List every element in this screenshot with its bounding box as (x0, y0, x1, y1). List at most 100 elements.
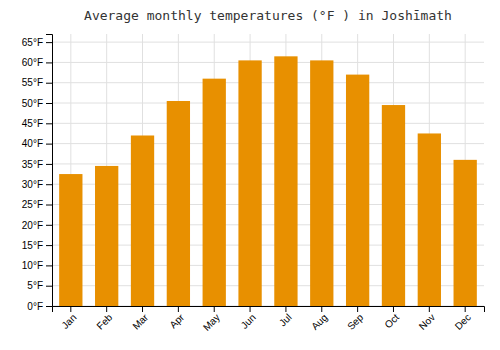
x-tick: Jun (239, 306, 258, 331)
y-tick: 0°F (27, 301, 52, 312)
grid-line-y (52, 103, 484, 104)
y-tick-label: 5°F (27, 280, 43, 291)
grid-line-y (52, 62, 484, 63)
bars (59, 56, 477, 306)
y-tick-mark (46, 144, 52, 145)
bar (59, 174, 82, 306)
bar (382, 105, 405, 306)
y-tick-label: 50°F (22, 98, 43, 109)
y-tick-mark (46, 245, 52, 246)
x-tick-mark (178, 306, 179, 312)
y-tick: 40°F (22, 138, 52, 149)
x-axis-line (53, 307, 485, 313)
x-tick: Dec (453, 306, 473, 332)
y-tick-label: 30°F (22, 179, 43, 190)
y-tick-label: 20°F (22, 220, 43, 231)
x-tick: Jul (277, 306, 294, 328)
x-tick-label: Mar (130, 311, 150, 331)
y-tick-mark (46, 42, 52, 43)
y-axis: 0°F 5°F 10°F 15°F 20°F 25°F 30°F 35°F 40°F 45°F 50… (22, 35, 53, 312)
x-tick-label: May (201, 312, 222, 333)
y-tick: 30°F (22, 179, 52, 190)
x-tick-mark (106, 306, 107, 312)
bar (418, 133, 441, 306)
x-tick: Nov (417, 306, 437, 332)
y-tick-label: 25°F (22, 199, 43, 210)
y-tick-label: 60°F (22, 57, 43, 68)
x-tick-label: Nov (417, 312, 437, 332)
y-axis-line (46, 35, 53, 307)
bar (203, 79, 226, 306)
y-tick: 45°F (22, 118, 52, 129)
y-tick-label: 15°F (22, 240, 43, 251)
bar (454, 160, 477, 306)
title: Average monthly temperatures (°F ) in Jo… (84, 8, 452, 23)
bar (274, 56, 297, 306)
x-tick-label: Jul (277, 312, 294, 329)
bar (346, 75, 369, 306)
y-tick-mark (46, 103, 52, 104)
y-tick-label: 45°F (22, 118, 43, 129)
x-tick: Feb (94, 306, 114, 332)
x-tick-mark (429, 306, 430, 312)
y-tick: 60°F (22, 57, 52, 68)
y-tick-mark (46, 184, 52, 185)
x-tick: Jan (59, 306, 78, 331)
x-tick-label: Oct (382, 312, 401, 331)
x-tick: May (201, 306, 222, 333)
bar (95, 166, 118, 306)
grid (52, 34, 484, 306)
x-tick-label: Apr (167, 311, 186, 330)
bar (167, 101, 190, 306)
y-tick-label: 35°F (22, 159, 43, 170)
x-tick-mark (214, 306, 215, 312)
x-tick-label: Dec (453, 312, 473, 332)
y-tick-label: 40°F (22, 138, 43, 149)
x-tick: Mar (130, 306, 150, 332)
y-tick-mark (46, 286, 52, 287)
x-tick: Sep (345, 306, 366, 332)
x-tick-label: Aug (309, 312, 329, 332)
chart: 0°F 5°F 10°F 15°F 20°F 25°F 30°F 35°F 40°F 45°F 50… (0, 0, 500, 350)
grid-line-y (52, 82, 484, 83)
x-tick-mark (70, 306, 71, 312)
x-tick-mark (285, 306, 286, 312)
x-tick-label: Jan (59, 312, 78, 331)
y-tick: 5°F (27, 280, 52, 291)
y-tick: 10°F (22, 260, 52, 271)
y-tick-label: 0°F (27, 301, 43, 312)
x-tick: Oct (382, 306, 401, 330)
y-tick-mark (46, 205, 52, 206)
bar (238, 60, 261, 306)
y-tick: 50°F (22, 98, 52, 109)
y-tick: 25°F (22, 199, 52, 210)
x-tick-label: Sep (345, 311, 366, 332)
y-tick: 35°F (22, 159, 52, 170)
y-tick-label: 55°F (22, 77, 43, 88)
bar (131, 135, 154, 306)
y-tick-mark (46, 265, 52, 266)
y-tick-mark (46, 83, 52, 84)
y-tick: 20°F (22, 220, 52, 231)
y-tick: 15°F (22, 240, 52, 251)
x-tick: Apr (167, 306, 186, 330)
y-tick-mark (46, 164, 52, 165)
y-tick: 65°F (22, 37, 52, 48)
y-tick: 55°F (22, 77, 52, 88)
x-tick-mark (321, 306, 322, 312)
x-tick-mark (465, 306, 466, 312)
x-tick: Aug (309, 306, 329, 332)
y-tick-label: 10°F (22, 260, 43, 271)
y-tick-mark (46, 62, 52, 63)
x-tick-label: Feb (94, 311, 114, 331)
grid-line-y (52, 123, 484, 124)
bar (310, 60, 333, 306)
x-tick-mark (142, 306, 143, 312)
x-tick-mark (393, 306, 394, 312)
x-tick-label: Jun (239, 312, 258, 331)
grid-line-y (52, 42, 484, 43)
y-tick-mark (46, 225, 52, 226)
y-tick-label: 65°F (22, 37, 43, 48)
plot: 0°F 5°F 10°F 15°F 20°F 25°F 30°F 35°F 40°F 45°F 50… (22, 34, 485, 333)
y-tick-mark (46, 123, 52, 124)
